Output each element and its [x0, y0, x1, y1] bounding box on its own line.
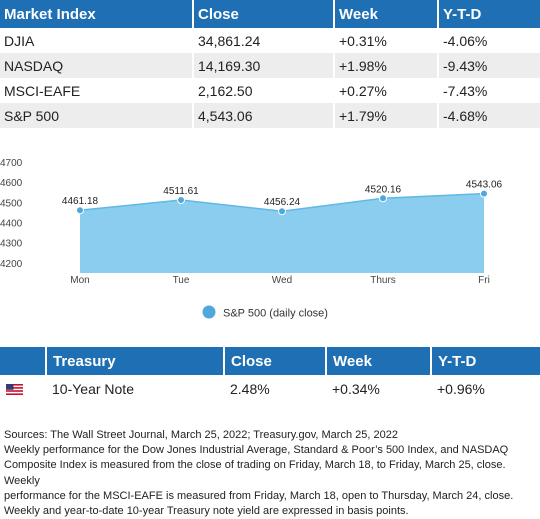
y-tick-label: 4200 [0, 259, 23, 270]
data-label: 4543.06 [466, 180, 503, 191]
index-close: 2,162.50 [193, 78, 335, 103]
data-label: 4456.24 [264, 197, 301, 208]
y-tick-label: 4300 [0, 239, 23, 250]
index-week: +1.79% [334, 103, 439, 128]
us-flag-icon [6, 384, 23, 396]
index-ytd: -4.06% [438, 28, 540, 53]
header-market-index: Market Index [0, 0, 194, 28]
data-label: 4511.61 [163, 186, 199, 197]
table-row: S&P 500 4,543.06 +1.79% -4.68% [0, 103, 540, 128]
header-week: Week [334, 0, 439, 28]
index-ytd: -4.68% [438, 103, 540, 128]
header-close: Close [193, 0, 335, 28]
header-close: Close [224, 347, 327, 375]
data-label: 4520.16 [365, 184, 402, 195]
header-week: Week [326, 347, 432, 375]
treasury-table: Treasury Close Week Y-T-D 10-Year Note 2… [0, 347, 540, 402]
index-week: +0.27% [334, 78, 439, 103]
table-row: MSCI-EAFE 2,162.50 +0.27% -7.43% [0, 78, 540, 103]
header-ytd: Y-T-D [431, 347, 540, 375]
data-point [379, 194, 387, 203]
market-table-header-row: Market Index Close Week Y-T-D [0, 0, 540, 28]
index-week: +1.98% [334, 53, 439, 78]
treasury-close: 2.48% [230, 380, 270, 397]
table-row: NASDAQ 14,169.30 +1.98% -9.43% [0, 53, 540, 78]
data-labels: 4461.18 4511.61 4456.24 4520.16 4543.06 [62, 180, 503, 209]
header-treasury: Treasury [46, 347, 225, 375]
market-index-table: Market Index Close Week Y-T-D DJIA 34,86… [0, 0, 540, 128]
treasury-name: 10-Year Note [52, 380, 134, 397]
x-tick-label: Thurs [370, 275, 396, 286]
treasury-ytd: +0.96% [437, 380, 485, 397]
x-axis-ticks: Mon Tue Wed Thurs Fri [70, 275, 490, 286]
y-tick-label: 4700 [0, 158, 23, 169]
index-week: +0.31% [334, 28, 439, 53]
index-close: 4,543.06 [193, 103, 335, 128]
header-flag-column [0, 347, 47, 375]
treasury-header-row: Treasury Close Week Y-T-D [0, 347, 540, 375]
data-point [480, 189, 488, 198]
legend-label: S&P 500 (daily close) [223, 308, 328, 320]
note-line: Weekly performance for the Dow Jones Ind… [4, 444, 509, 457]
index-name: NASDAQ [0, 53, 194, 78]
data-point [76, 206, 84, 215]
index-close: 34,861.24 [193, 28, 335, 53]
treasury-week: +0.34% [332, 380, 380, 397]
index-name: MSCI-EAFE [0, 78, 194, 103]
y-axis-ticks: 4700 4600 4500 4400 4300 4200 [0, 158, 23, 270]
data-point [177, 196, 185, 205]
flag-cell [0, 375, 46, 402]
note-line: Weekly and year-to-date 10-year Treasury… [4, 505, 409, 518]
legend: S&P 500 (daily close) [202, 305, 328, 320]
source-notes: Sources: The Wall Street Journal, March … [4, 428, 538, 519]
note-line: performance for the MSCI-EAFE is measure… [4, 489, 514, 502]
index-close: 14,169.30 [193, 53, 335, 78]
index-ytd: -7.43% [438, 78, 540, 103]
data-label: 4461.18 [62, 196, 99, 207]
x-tick-label: Tue [173, 275, 190, 286]
header-ytd: Y-T-D [438, 0, 540, 28]
note-line: Sources: The Wall Street Journal, March … [4, 429, 398, 441]
legend-marker [202, 305, 216, 319]
x-tick-label: Wed [272, 275, 292, 286]
data-points [76, 189, 488, 216]
y-tick-label: 4600 [0, 178, 23, 189]
x-tick-label: Mon [70, 275, 89, 286]
index-ytd: -9.43% [438, 53, 540, 78]
note-line: Composite Index is measured from the clo… [4, 459, 506, 487]
y-tick-label: 4500 [0, 198, 23, 209]
data-point [278, 207, 286, 216]
table-row: 10-Year Note 2.48% +0.34% +0.96% [0, 375, 540, 402]
table-row: DJIA 34,861.24 +0.31% -4.06% [0, 28, 540, 53]
index-name: S&P 500 [0, 103, 194, 128]
area-fill [80, 193, 484, 273]
x-tick-label: Fri [478, 275, 490, 286]
index-name: DJIA [0, 28, 194, 53]
y-tick-label: 4400 [0, 219, 23, 230]
